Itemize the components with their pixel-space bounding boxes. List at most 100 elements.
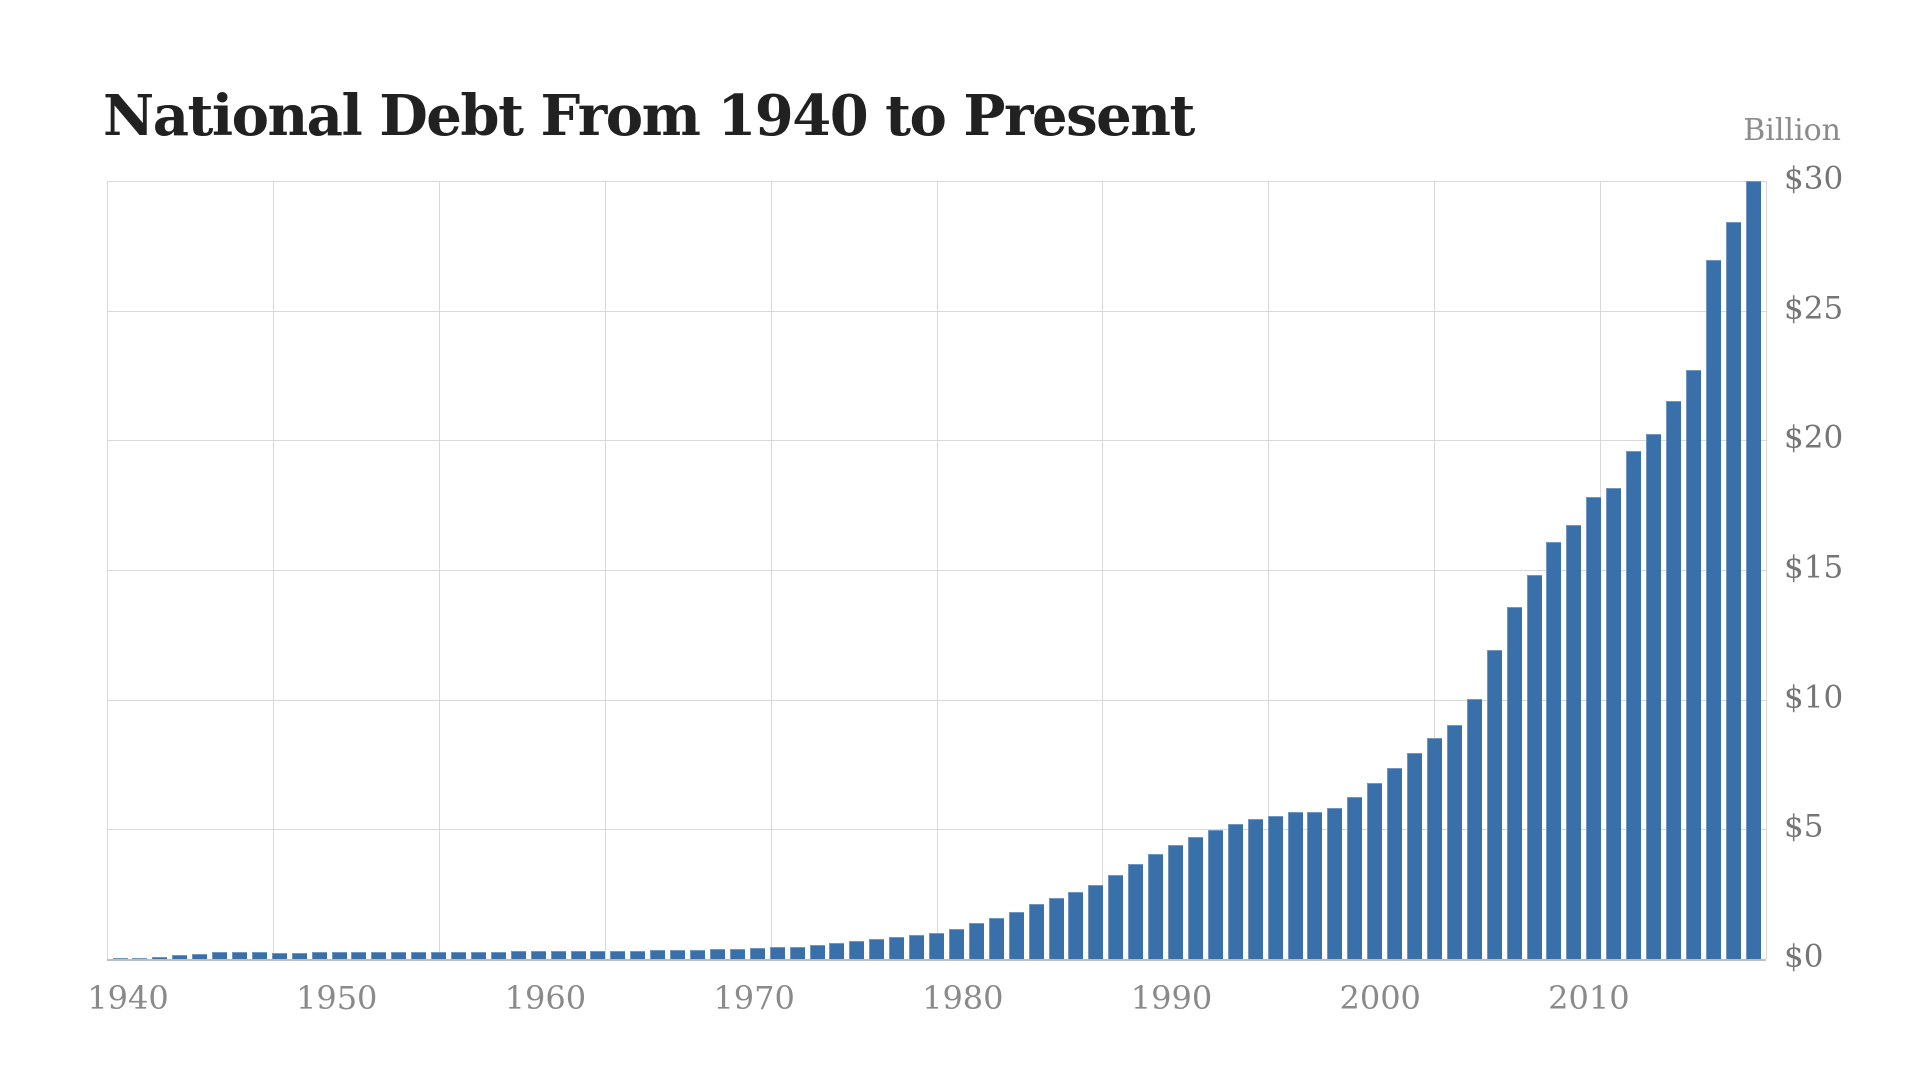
- bar-1950: [311, 952, 327, 959]
- bar-2006: [1426, 738, 1442, 959]
- bar-1953: [371, 952, 387, 959]
- bar-2015: [1606, 488, 1622, 959]
- x-tick-label: 1960: [504, 979, 587, 1017]
- bar-1980: [909, 935, 925, 959]
- y-tick-label: $30: [1784, 160, 1844, 197]
- bar-1969: [690, 950, 705, 959]
- bar-1998: [1267, 816, 1283, 959]
- bar-1985: [1008, 912, 1024, 959]
- bar-1970: [709, 949, 725, 959]
- bar-1944: [192, 954, 208, 959]
- bar-1996: [1227, 824, 1243, 959]
- y-tick-label: $0: [1784, 938, 1824, 975]
- bar-1941: [132, 958, 148, 959]
- horizontal-gridline: [107, 181, 1766, 182]
- bar-1966: [630, 951, 646, 959]
- bar-1974: [789, 947, 805, 959]
- y-tick-label: $25: [1784, 290, 1844, 327]
- bar-1943: [172, 955, 188, 959]
- bar-1951: [331, 952, 347, 959]
- bar-1955: [411, 952, 427, 959]
- bar-1975: [809, 945, 825, 959]
- horizontal-gridline: [107, 570, 1766, 571]
- bar-1976: [829, 943, 845, 959]
- bar-1957: [451, 952, 466, 959]
- bar-1961: [530, 951, 546, 959]
- bar-1948: [271, 953, 287, 959]
- bar-1989: [1088, 885, 1104, 959]
- bar-2017: [1646, 434, 1661, 959]
- horizontal-gridline: [107, 699, 1766, 701]
- bar-1942: [152, 957, 168, 959]
- bar-1973: [769, 947, 785, 959]
- x-tick-label: 1970: [713, 979, 795, 1017]
- bar-1972: [749, 948, 765, 959]
- bar-1983: [968, 923, 984, 959]
- bar-1978: [869, 939, 885, 959]
- y-axis-unit-label: Billion: [1743, 113, 1841, 148]
- bar-1960: [510, 951, 526, 959]
- bar-2018: [1665, 401, 1681, 959]
- bar-1977: [849, 941, 865, 959]
- bar-2004: [1387, 768, 1403, 959]
- bar-2014: [1586, 497, 1602, 959]
- horizontal-gridline: [107, 440, 1766, 442]
- bar-2000: [1307, 812, 1323, 959]
- bar-2005: [1407, 753, 1422, 959]
- y-tick-label: $10: [1784, 679, 1844, 716]
- bar-1982: [948, 929, 964, 959]
- bar-2008: [1466, 699, 1482, 959]
- bar-2009: [1486, 650, 1502, 959]
- bar-2022: [1745, 181, 1761, 959]
- bar-1945: [212, 952, 227, 959]
- bar-2002: [1347, 797, 1363, 959]
- bar-1963: [570, 951, 586, 959]
- bar-1954: [391, 952, 407, 959]
- bar-2011: [1526, 575, 1542, 959]
- bar-1999: [1287, 812, 1303, 959]
- bar-1946: [232, 952, 247, 959]
- bar-1959: [490, 952, 506, 959]
- x-tick-label: 1980: [922, 979, 1004, 1017]
- bar-1984: [988, 918, 1004, 959]
- bar-2012: [1546, 542, 1562, 959]
- x-tick-label: 2010: [1548, 979, 1630, 1017]
- bar-1991: [1128, 864, 1144, 959]
- bar-2003: [1367, 783, 1383, 959]
- bar-1993: [1168, 845, 1183, 959]
- bar-1988: [1068, 892, 1084, 959]
- horizontal-gridline: [107, 829, 1766, 831]
- x-axis-line: [107, 959, 1766, 961]
- bar-2001: [1327, 808, 1343, 959]
- vertical-gridline: [1766, 181, 1767, 959]
- bar-2016: [1626, 451, 1641, 959]
- chart-title: National Debt From 1940 to Present: [103, 83, 1195, 149]
- x-tick-label: 1940: [87, 979, 169, 1017]
- bar-1952: [351, 952, 367, 959]
- bar-1968: [670, 950, 686, 959]
- bar-1967: [650, 950, 666, 959]
- y-tick-label: $5: [1784, 808, 1824, 845]
- bar-1956: [431, 952, 447, 959]
- y-tick-label: $15: [1784, 549, 1844, 586]
- bar-1987: [1048, 898, 1064, 959]
- bar-1994: [1187, 837, 1203, 959]
- bar-1947: [251, 952, 267, 959]
- bar-1995: [1207, 830, 1223, 959]
- bar-1964: [590, 951, 606, 959]
- bar-1971: [729, 949, 745, 959]
- bar-1958: [470, 952, 486, 959]
- x-tick-label: 2000: [1339, 979, 1421, 1017]
- bar-1949: [291, 953, 307, 959]
- y-tick-label: $20: [1784, 419, 1844, 456]
- bar-1981: [929, 933, 944, 959]
- bar-1965: [610, 951, 626, 959]
- bar-1962: [550, 951, 566, 959]
- x-tick-label: 1990: [1130, 979, 1213, 1017]
- bar-1940: [112, 958, 128, 959]
- bar-1986: [1028, 904, 1044, 959]
- bar-1992: [1148, 854, 1164, 959]
- bar-2007: [1446, 725, 1462, 959]
- horizontal-gridline: [107, 310, 1766, 312]
